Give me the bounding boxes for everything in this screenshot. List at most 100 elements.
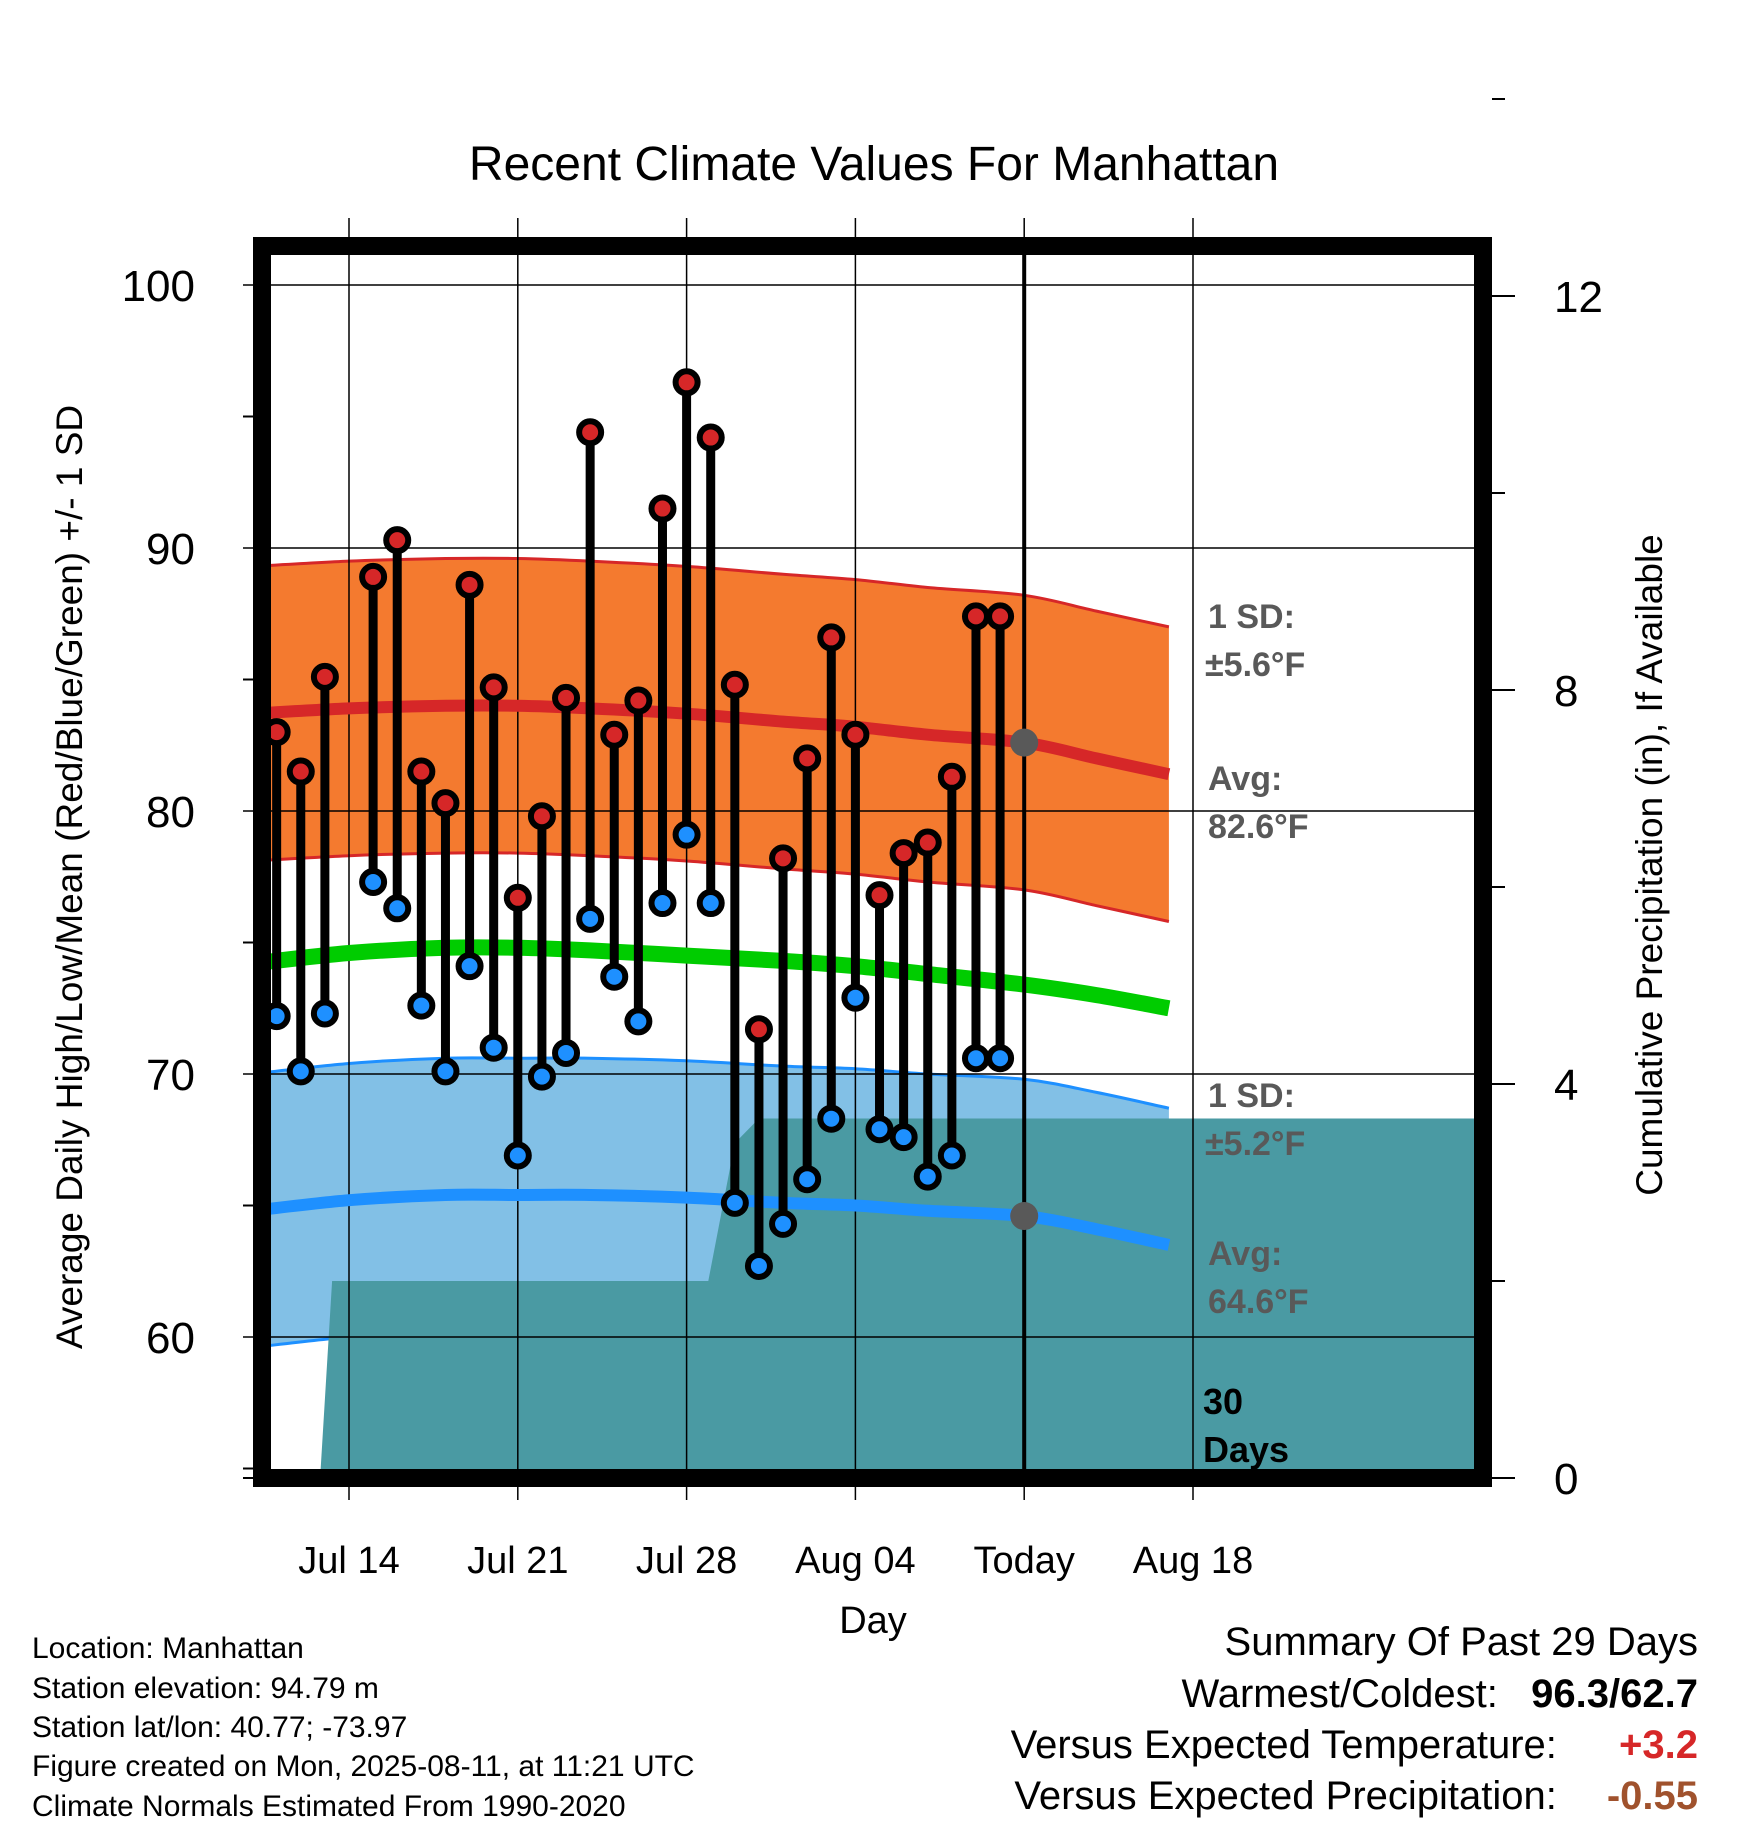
daily-low-point: [527, 1062, 556, 1091]
daily-low-point: [359, 868, 388, 897]
daily-high-point: [624, 686, 653, 715]
daily-high-point: [793, 744, 822, 773]
meta-created: Figure created on Mon, 2025-08-11, at 11…: [32, 1750, 695, 1783]
daily-low-point: [407, 991, 436, 1020]
meta-elevation: Station elevation: 94.79 m: [32, 1672, 379, 1705]
daily-high-point: [576, 418, 605, 447]
y-tick-label: 80: [146, 788, 195, 837]
daily-low-point: [986, 1044, 1015, 1073]
daily-low-point: [720, 1188, 749, 1217]
daily-high-point: [455, 570, 484, 599]
daily-low-point: [889, 1123, 918, 1152]
daily-high-point: [769, 844, 798, 873]
summary-temp: Versus Expected Temperature: +3.2: [1011, 1723, 1698, 1768]
daily-low-point: [479, 1033, 508, 1062]
low-sd-label: 1 SD:: [1208, 1077, 1295, 1115]
daily-low-point: [648, 889, 677, 918]
y-tick-label: 100: [122, 262, 195, 311]
daily-high-point: [503, 883, 532, 912]
daily-high-point: [407, 757, 436, 786]
daily-high-point: [889, 839, 918, 868]
summary-title: Summary Of Past 29 Days: [1225, 1620, 1698, 1665]
x-tick-label: Aug 04: [795, 1540, 915, 1582]
daily-low-point: [769, 1209, 798, 1238]
daily-high-point: [937, 762, 966, 791]
daily-low-point: [552, 1038, 581, 1067]
y2-tick-label: 0: [1554, 1455, 1578, 1504]
meta-location: Location: Manhattan: [32, 1632, 304, 1665]
meta-normals: Climate Normals Estimated From 1990-2020: [32, 1790, 626, 1823]
daily-high-point: [479, 673, 508, 702]
high-avg-value: 82.6°F: [1208, 808, 1309, 846]
daily-high-point: [672, 368, 701, 397]
daily-high-point: [648, 494, 677, 523]
daily-low-point: [503, 1141, 532, 1170]
y2-axis-label: Cumulative Precipitation (in), If Availa…: [1629, 534, 1670, 1196]
y-tick-label: 60: [146, 1314, 195, 1363]
today-high-marker: [1010, 728, 1039, 757]
temp-label: Versus Expected Temperature:: [1010, 1723, 1557, 1767]
chart-title: Recent Climate Values For Manhattan: [469, 138, 1279, 191]
daily-high-point: [383, 526, 412, 555]
y2-tick-label: 12: [1554, 273, 1603, 322]
high-sd-label: 1 SD:: [1208, 598, 1295, 636]
daily-high-point: [431, 789, 460, 818]
summary-title-text: Summary Of Past 29 Days: [1224, 1620, 1698, 1664]
today-low-marker: [1010, 1202, 1039, 1231]
daily-low-point: [937, 1141, 966, 1170]
daily-high-point: [841, 720, 870, 749]
y2-tick-label: 8: [1554, 667, 1578, 716]
x-axis-label: Day: [839, 1600, 907, 1642]
plot-area: 1 SD: ±5.6°F Avg: 82.6°F 1 SD: ±5.2°F Avg: 64.6…: [122, 98, 1603, 1582]
high-sd-band: [262, 558, 1169, 922]
daily-low-point: [576, 904, 605, 933]
daily-low-point: [310, 999, 339, 1028]
daily-high-point: [865, 881, 894, 910]
daily-high-point: [310, 662, 339, 691]
daily-low-point: [865, 1115, 894, 1144]
today-days-number: 30: [1203, 1381, 1243, 1422]
low-sd-value: ±5.2°F: [1205, 1125, 1305, 1163]
daily-low-point: [961, 1044, 990, 1073]
plot-frame: [253, 237, 1492, 1487]
x-tick-label: Today: [973, 1540, 1074, 1582]
daily-high-point: [817, 623, 846, 652]
precip-label: Versus Expected Precipitation:: [1014, 1774, 1557, 1818]
daily-low-point: [817, 1104, 846, 1133]
daily-high-point: [720, 670, 749, 699]
daily-high-point: [744, 1015, 773, 1044]
daily-high-point: [600, 720, 629, 749]
x-tick-label: Jul 14: [298, 1540, 399, 1582]
y-tick-label: 70: [146, 1051, 195, 1100]
daily-low-point: [286, 1057, 315, 1086]
meta-latlon: Station lat/lon: 40.77; -73.97: [32, 1711, 408, 1744]
avg-mean-line: [262, 939, 1171, 1017]
y-tick-label: 90: [146, 525, 195, 574]
low-avg-value: 64.6°F: [1208, 1283, 1309, 1321]
daily-low-point: [383, 894, 412, 923]
summary-warm-cold: Warmest/Coldest: 96.3/62.7: [1181, 1672, 1698, 1717]
x-tick-label: Jul 28: [636, 1540, 737, 1582]
daily-high-point: [913, 828, 942, 857]
y2-tick-label: 4: [1554, 1061, 1578, 1110]
y-axis-label: Average Daily High/Low/Mean (Red/Blue/Gr…: [49, 405, 90, 1349]
daily-low-point: [624, 1007, 653, 1036]
daily-low-point: [841, 983, 870, 1012]
x-tick-label: Aug 18: [1133, 1540, 1253, 1582]
daily-high-point: [986, 602, 1015, 631]
summary-precip: Versus Expected Precipitation: -0.55: [1014, 1774, 1698, 1819]
daily-high-point: [527, 802, 556, 831]
warmest-value: 96.3: [1531, 1672, 1610, 1716]
high-avg-label: Avg:: [1208, 760, 1282, 798]
x-tick-label: Jul 21: [467, 1540, 568, 1582]
daily-low-point: [913, 1162, 942, 1191]
daily-low-point: [672, 820, 701, 849]
daily-high-point: [552, 683, 581, 712]
daily-high-point: [286, 757, 315, 786]
daily-high-point: [961, 602, 990, 631]
daily-high-point: [359, 562, 388, 591]
coldest-value: 62.7: [1620, 1672, 1698, 1716]
daily-low-point: [696, 889, 725, 918]
precip-value: -0.55: [1606, 1774, 1698, 1818]
